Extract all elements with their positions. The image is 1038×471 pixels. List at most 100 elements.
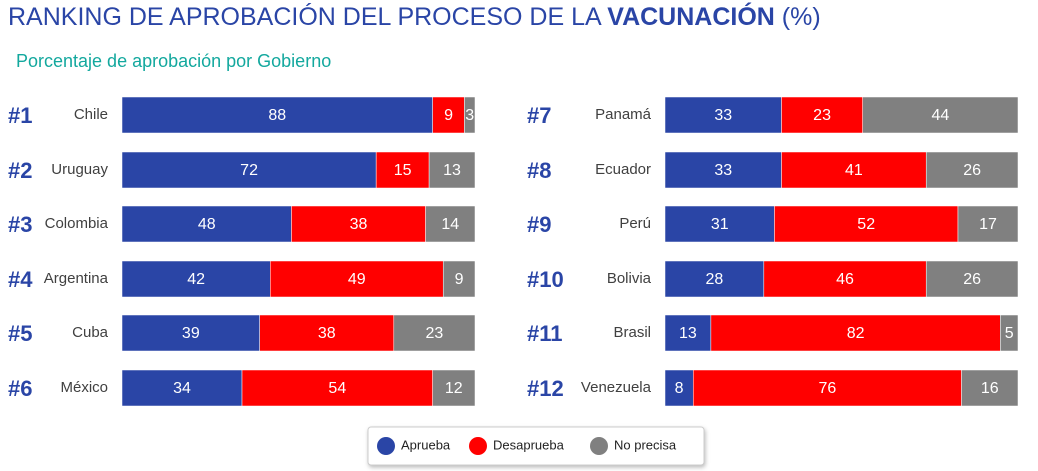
category-label: Brasil: [613, 324, 651, 341]
category-label: Colombia: [45, 215, 109, 232]
value-label: 82: [847, 325, 865, 342]
bar-segment: [428, 151, 476, 189]
rank-label: #6: [8, 376, 32, 401]
bar-segment: [774, 205, 959, 243]
value-label: 9: [444, 107, 453, 124]
value-label: 26: [963, 271, 981, 288]
value-label: 26: [963, 162, 981, 179]
value-label: 44: [931, 107, 949, 124]
legend-swatch: [469, 437, 487, 455]
value-label: 15: [394, 162, 412, 179]
value-label: 12: [445, 380, 463, 397]
legend-label: Desaprueba: [493, 437, 565, 452]
category-label: Uruguay: [51, 161, 108, 178]
category-label: Chile: [74, 106, 108, 123]
rank-label: #10: [527, 267, 564, 292]
rank-label: #12: [527, 376, 564, 401]
rank-label: #2: [8, 158, 32, 183]
value-label: 54: [328, 380, 346, 397]
subtitle: Porcentaje de aprobación por Gobierno: [16, 51, 331, 71]
bar-segment: [432, 96, 465, 134]
value-label: 38: [318, 325, 336, 342]
value-label: 88: [268, 107, 286, 124]
value-label: 23: [813, 107, 831, 124]
bar-segment: [664, 369, 694, 407]
legend-swatch: [377, 437, 395, 455]
bar-segment: [664, 205, 775, 243]
bar-segment: [375, 151, 430, 189]
rank-label: #1: [8, 103, 32, 128]
value-label: 5: [1005, 325, 1014, 342]
value-label: 33: [714, 107, 732, 124]
category-label: Cuba: [72, 324, 109, 341]
category-label: Panamá: [595, 106, 652, 123]
title-emphasis: VACUNACIÓN: [607, 1, 775, 31]
bar-segment: [121, 151, 377, 189]
value-label: 42: [187, 271, 205, 288]
title: RANKING DE APROBACIÓN DEL PROCESO DE LA: [8, 2, 602, 31]
bar-segment: [393, 314, 476, 352]
rank-label: #8: [527, 158, 551, 183]
value-label: 13: [443, 162, 461, 179]
category-label: Ecuador: [595, 161, 651, 178]
rank-label: #7: [527, 103, 551, 128]
value-label: 28: [706, 271, 724, 288]
legend-label: Aprueba: [401, 437, 451, 452]
value-label: 14: [441, 216, 459, 233]
bar-segment: [1000, 314, 1019, 352]
value-label: 8: [675, 380, 684, 397]
bar-segment: [781, 96, 863, 134]
value-label: 16: [981, 380, 999, 397]
value-label: 34: [173, 380, 191, 397]
legend-label: No precisa: [614, 437, 677, 452]
value-label: 76: [818, 380, 836, 397]
bar-segment: [425, 205, 476, 243]
bar-segment: [432, 369, 476, 407]
bar-segment: [710, 314, 1001, 352]
category-label: Venezuela: [581, 379, 652, 396]
value-label: 46: [836, 271, 854, 288]
category-label: Perú: [619, 215, 651, 232]
legend: Aprueba Desaprueba No precisa: [377, 437, 677, 455]
legend-swatch: [590, 437, 608, 455]
bar-segment: [270, 260, 444, 298]
bar-segment: [121, 314, 260, 352]
rank-label: #11: [527, 321, 563, 346]
bar-segment: [121, 260, 271, 298]
rank-label: #3: [8, 212, 32, 237]
value-label: 33: [714, 162, 732, 179]
value-label: 72: [240, 162, 258, 179]
bar-segment: [121, 205, 292, 243]
bar-segment: [664, 96, 782, 134]
value-label: 41: [845, 162, 863, 179]
value-label: 3: [465, 107, 474, 124]
value-label: 17: [979, 216, 997, 233]
bar-segment: [781, 151, 927, 189]
bar-segment: [121, 96, 433, 134]
rank-label: #9: [527, 212, 551, 237]
value-label: 13: [679, 325, 697, 342]
rank-label: #4: [8, 267, 33, 292]
value-label: 9: [455, 271, 464, 288]
title-unit: (%): [782, 3, 821, 31]
value-label: 52: [857, 216, 875, 233]
bar-segment: [957, 205, 1019, 243]
value-label: 49: [348, 271, 366, 288]
value-label: 48: [198, 216, 216, 233]
bar-segment: [121, 369, 243, 407]
bar-segment: [862, 96, 1019, 134]
value-label: 31: [711, 216, 729, 233]
bar-segment: [241, 369, 433, 407]
category-label: Argentina: [44, 270, 109, 287]
bar-segment: [925, 260, 1019, 298]
value-label: 38: [350, 216, 368, 233]
category-label: Bolivia: [607, 270, 652, 287]
chart-title: RANKING DE APROBACIÓN DEL PROCESO DE LA …: [8, 1, 821, 31]
rank-label: #5: [8, 321, 32, 346]
value-label: 23: [426, 325, 444, 342]
value-label: 39: [182, 325, 200, 342]
bar-segment: [291, 205, 426, 243]
legend-box: [367, 426, 705, 466]
